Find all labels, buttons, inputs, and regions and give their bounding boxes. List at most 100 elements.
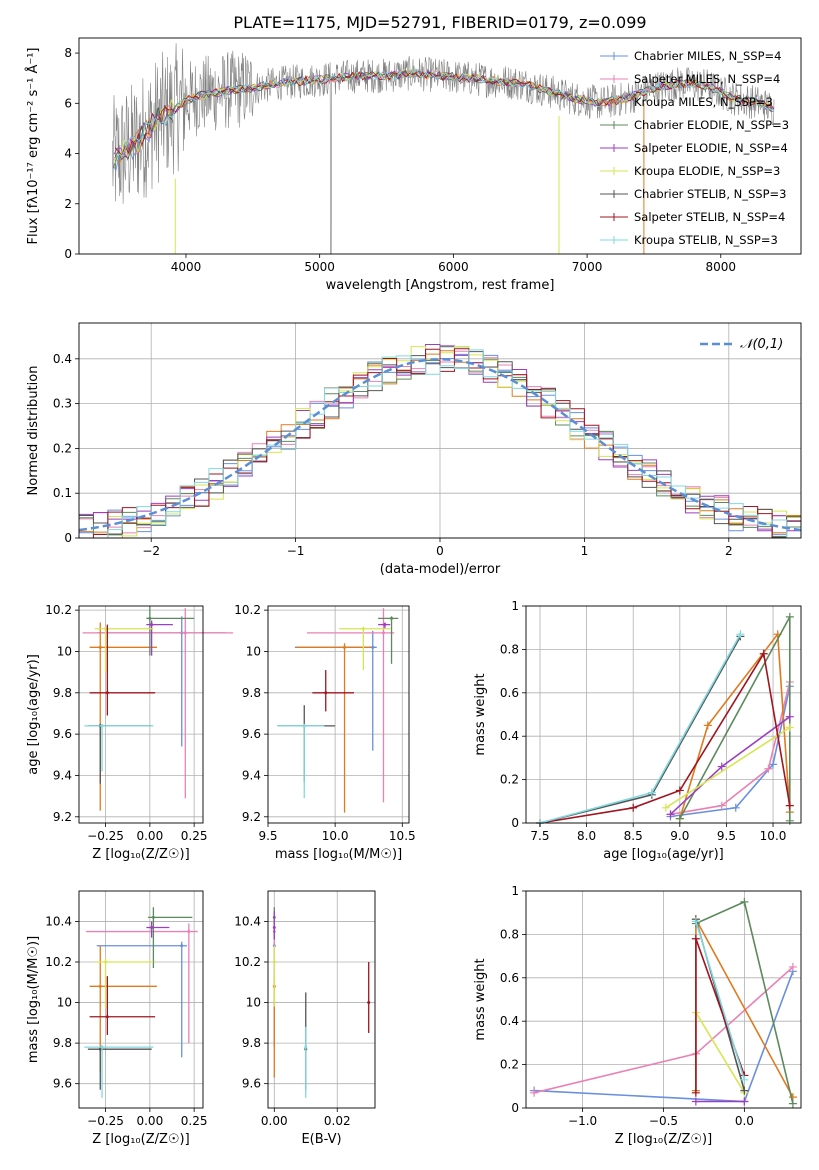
y-tick-label: 0.2 <box>500 773 519 787</box>
y-tick-label: 9.6 <box>242 1077 261 1091</box>
plus-marker <box>736 630 745 639</box>
y-tick-label: 1 <box>511 599 519 613</box>
y-axis-label: age [log₁₀(age/yr)] <box>26 654 41 775</box>
y-tick-label: 10.2 <box>45 955 72 969</box>
y-tick-label: 8 <box>64 46 72 60</box>
y-axis-label: Normed distribution <box>26 366 41 496</box>
observed-spectrum <box>112 43 775 254</box>
legend-label: Kroupa MILES, N_SSP=3 <box>634 95 773 109</box>
y-tick-label: 10.2 <box>234 603 261 617</box>
data-point <box>272 926 276 930</box>
x-axis-label: Z [log₁₀(Z/Z☉)] <box>615 1132 712 1147</box>
y-tick-label: 9.6 <box>53 727 72 741</box>
mass-weight-vs-Z-panel: −1.0 −0.5 0.0 0 0.2 0.4 0.6 0.8 1 Z [log₁₀(Z/Z☉)]… <box>473 884 802 1147</box>
y-tick-label: 9.8 <box>242 1036 261 1050</box>
plus-marker <box>691 917 700 926</box>
y-tick-label: 9.8 <box>53 686 72 700</box>
axes-frame <box>525 605 802 824</box>
series-line <box>665 726 791 809</box>
y-tick-label: 0.4 <box>500 729 519 743</box>
plus-marker <box>785 612 794 621</box>
plus-marker <box>675 814 684 823</box>
x-tick-label: −0.5 <box>649 1114 678 1128</box>
data-point <box>105 1015 109 1019</box>
y-tick-label: 10.2 <box>234 955 261 969</box>
legend-label: Chabrier MILES, N_SSP=4 <box>634 49 781 63</box>
plus-marker <box>629 803 638 812</box>
y-tick-label: 10.4 <box>45 914 72 928</box>
y-tick-label: 0.8 <box>500 927 519 941</box>
x-tick-label: 9.5 <box>717 829 736 843</box>
x-tick-label: 6000 <box>438 260 469 274</box>
data-point <box>100 1045 104 1049</box>
legend-label: Chabrier ELODIE, N_SSP=3 <box>634 118 789 132</box>
y-tick-label: 0 <box>511 816 519 830</box>
y-tick-label: 9.2 <box>53 810 72 824</box>
axes-frame <box>78 37 802 255</box>
data-point <box>302 724 306 728</box>
y-tick-label: 0.4 <box>53 352 72 366</box>
x-tick-label: −0.25 <box>87 829 124 843</box>
data-point <box>150 926 154 930</box>
plus-marker <box>764 764 773 773</box>
y-tick-label: 9.8 <box>242 686 261 700</box>
legend-label: Kroupa ELODIE, N_SSP=3 <box>634 164 780 178</box>
data-point <box>367 1001 371 1005</box>
plus-marker <box>785 816 794 825</box>
plus-marker <box>785 801 794 810</box>
x-axis-label: E(B-V) <box>301 1132 341 1147</box>
mass-weight-vs-age-panel: 7.5 8.0 8.5 9.0 9.5 10.0 0 0.2 0.4 0.6 0.8 1 age [lo… <box>473 599 802 862</box>
spectrum-panel: 4000 5000 6000 7000 8000 0 2 4 6 8 wavelength [Ang… <box>25 37 802 293</box>
x-tick-label: 8.5 <box>624 829 643 843</box>
figure-title: PLATE=1175, MJD=52791, FIBERID=0179, z=0… <box>233 13 646 32</box>
x-axis-label: mass [log₁₀(M/M☉)] <box>275 847 402 862</box>
normal-curve <box>78 358 802 532</box>
data-point <box>390 616 394 620</box>
y-tick-label: 10 <box>246 996 261 1010</box>
plus-marker <box>740 1097 749 1106</box>
plus-marker <box>740 1075 749 1084</box>
x-tick-label: 8.0 <box>577 829 596 843</box>
x-tick-label: 4000 <box>171 260 202 274</box>
data-point <box>324 691 328 695</box>
legend-label: Kroupa STELIB, N_SSP=3 <box>634 233 778 247</box>
data-point <box>383 623 387 627</box>
y-tick-label: 0.8 <box>500 642 519 656</box>
y-axis-label: mass [log₁₀(M/M☉)] <box>26 936 41 1063</box>
y-tick-label: 9.4 <box>242 768 261 782</box>
data-point <box>187 930 191 934</box>
data-point <box>148 616 152 620</box>
series-line <box>670 686 791 818</box>
residuals-panel: −2 −1 0 1 2 0 0.1 0.2 0.3 0.4 (data-model)/error No… <box>26 322 802 577</box>
data-point <box>371 645 375 649</box>
x-axis-label: wavelength [Angstrom, rest frame] <box>326 278 555 293</box>
axes-frame <box>78 605 204 824</box>
x-tick-label: 0.02 <box>324 1114 351 1128</box>
histogram-step <box>79 348 801 538</box>
mass-vs-Z-panel: −0.25 0.00 0.25 9.6 9.8 10 10.2 10.4 Z [log₁₀(Z/… <box>26 890 208 1147</box>
x-axis-label: Z [log₁₀(Z/Z☉)] <box>92 847 189 862</box>
y-tick-label: 2 <box>64 197 72 211</box>
y-tick-label: 0 <box>64 247 72 261</box>
axes-frame <box>267 890 376 1109</box>
x-tick-label: 0.00 <box>136 1114 163 1128</box>
data-point <box>105 691 109 695</box>
x-tick-label: 8000 <box>706 260 737 274</box>
y-tick-label: 10 <box>246 644 261 658</box>
plus-marker <box>740 1086 749 1095</box>
x-tick-label: 9.0 <box>670 829 689 843</box>
series-line <box>695 921 746 1081</box>
data-point <box>304 1045 308 1049</box>
data-point <box>180 944 184 948</box>
plus-marker <box>717 762 726 771</box>
plus-marker <box>769 760 778 769</box>
x-tick-label: 1 <box>581 544 589 558</box>
y-tick-label: 9.8 <box>53 1036 72 1050</box>
x-tick-label: 2 <box>725 544 733 558</box>
data-point <box>183 631 187 635</box>
data-point <box>361 627 365 631</box>
data-point <box>151 915 155 919</box>
y-tick-label: 0.1 <box>53 486 72 500</box>
mass-vs-ebv-panel: 0.00 0.02 9.6 9.8 10 10.2 10.4 E(B-V) <box>234 890 376 1147</box>
axes-frame <box>78 890 204 1109</box>
